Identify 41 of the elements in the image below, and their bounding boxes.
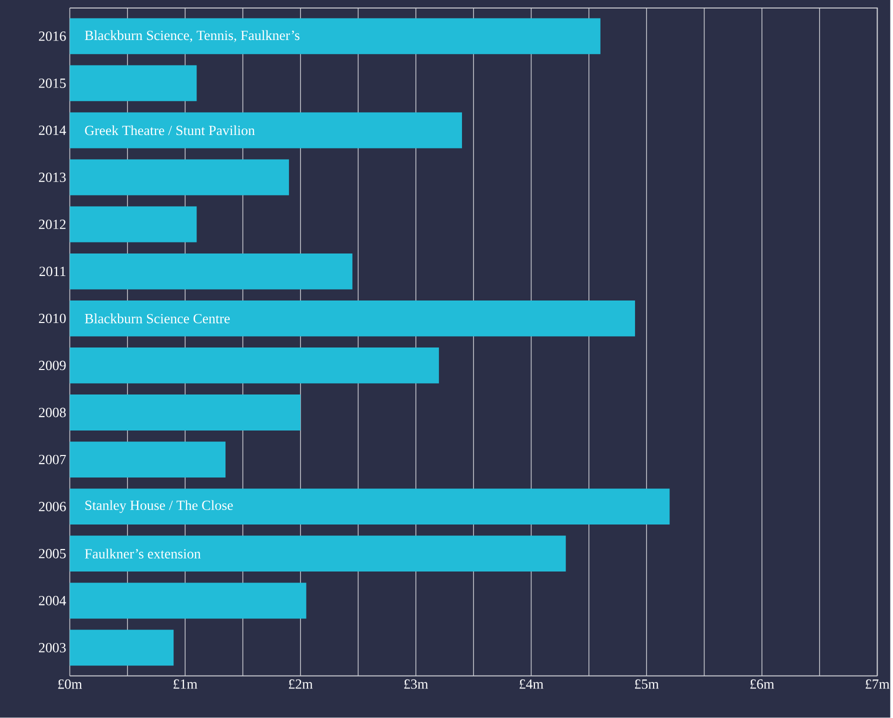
y-tick-label: 2004 (38, 596, 66, 606)
y-tick-label: 2014 (38, 126, 66, 136)
annotation: Stanley House / The Close (85, 500, 233, 514)
annotation: Blackburn Science Centre (84, 314, 230, 324)
bar (70, 536, 566, 572)
y-tick-label: 2010 (38, 314, 66, 324)
bar (70, 442, 226, 478)
x-tick-label: £6m (750, 680, 774, 689)
x-tick-label: £7m (866, 680, 890, 689)
y-tick-label: 2013 (38, 172, 66, 182)
y-tick-label: 2007 (38, 454, 66, 464)
bar (70, 206, 197, 242)
bar (70, 582, 306, 619)
y-tick-label: 2009 (38, 360, 66, 370)
bar (70, 18, 600, 54)
y-tick-label: 2003 (38, 643, 66, 653)
x-tick-label: £2m (288, 680, 313, 689)
bar (70, 112, 462, 148)
bar (70, 394, 300, 431)
x-tick-label: £4m (520, 680, 544, 689)
annotation: Greek Theatre / Stunt Pavilion (85, 125, 255, 136)
x-tick-label: £0m (58, 680, 82, 689)
x-tick-label: £5m (634, 680, 659, 689)
bar (70, 300, 636, 336)
y-tick-label: 2006 (38, 502, 66, 512)
y-tick-label: 2012 (38, 220, 66, 230)
y-tick-label: 2008 (38, 408, 66, 418)
x-tick-label: £3m (404, 680, 428, 689)
bar (70, 348, 439, 384)
y-tick-label: 2016 (38, 32, 66, 42)
bar (70, 254, 352, 290)
bar (70, 630, 174, 666)
bar (70, 488, 670, 525)
bar (70, 65, 197, 102)
y-tick-label: 2011 (39, 266, 66, 276)
annotation: Faulkner’s extension (84, 548, 201, 559)
y-tick-label: 2015 (38, 78, 66, 88)
bar (70, 159, 289, 196)
annotation: Blackburn Science, Tennis, Faulkner’s (84, 30, 300, 42)
y-tick-label: 2005 (38, 549, 66, 558)
x-tick-label: £1m (174, 680, 198, 689)
